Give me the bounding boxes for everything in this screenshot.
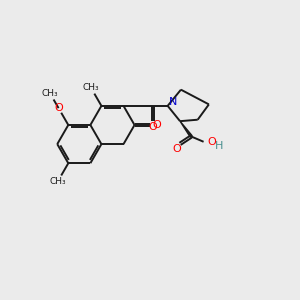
Text: O: O (173, 144, 182, 154)
Text: CH₃: CH₃ (50, 177, 66, 186)
Polygon shape (180, 121, 192, 137)
Text: CH₃: CH₃ (83, 83, 99, 92)
Text: O: O (54, 103, 63, 112)
Text: H: H (215, 141, 224, 151)
Text: N: N (169, 97, 177, 107)
Text: O: O (148, 122, 157, 132)
Text: O: O (152, 120, 161, 130)
Text: O: O (207, 137, 216, 147)
Text: CH₃: CH₃ (42, 89, 58, 98)
